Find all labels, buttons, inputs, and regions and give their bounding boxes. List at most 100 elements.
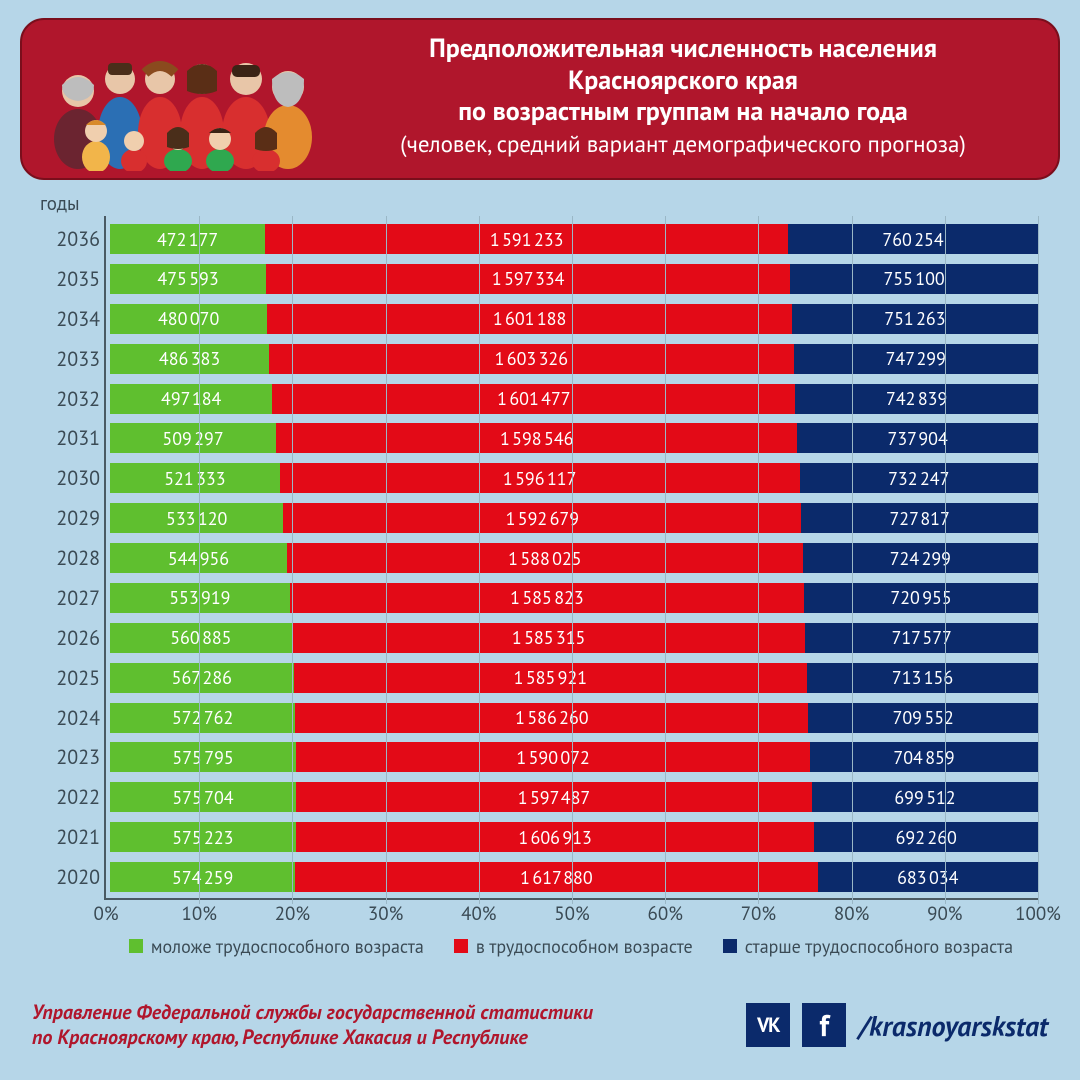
y-label: 2034	[40, 304, 100, 334]
bar-row: 2032497 1841 601 477742 839	[110, 384, 1038, 414]
y-label: 2033	[40, 344, 100, 374]
header-banner: Предположительная численность населения …	[20, 18, 1060, 180]
bar-segment-working: 1 588 025	[287, 543, 803, 573]
bar-segment-older: 742 839	[795, 384, 1038, 414]
bar-segment-younger: 553 919	[110, 583, 290, 613]
bar-row: 2033486 3831 603 326747 299	[110, 344, 1038, 374]
bar-segment-working: 1 585 921	[294, 663, 807, 693]
vk-icon-label: VK	[757, 1012, 779, 1038]
bar-segment-older: 724 299	[803, 543, 1038, 573]
bar-segment-younger: 575 795	[110, 742, 296, 772]
bar-segment-working: 1 601 188	[267, 304, 792, 334]
y-label: 2023	[40, 742, 100, 772]
bar-segment-older: 732 247	[800, 463, 1038, 493]
y-label: 2022	[40, 782, 100, 812]
footer-org-line-2: по Красноярскому краю, Республике Хакаси…	[32, 1025, 593, 1050]
y-label: 2028	[40, 543, 100, 573]
bar-row: 2029533 1201 592 679727 817	[110, 503, 1038, 533]
bar-segment-younger: 560 885	[110, 623, 292, 653]
bar-row: 2025567 2861 585 921713 156	[110, 663, 1038, 693]
y-label: 2036	[40, 224, 100, 254]
bar-segment-older: 751 263	[792, 304, 1038, 334]
bar-segment-older: 760 254	[788, 224, 1038, 254]
bar-segment-working: 1 590 072	[296, 742, 810, 772]
bar-segment-older: 704 859	[810, 742, 1038, 772]
y-label: 2026	[40, 623, 100, 653]
footer-org: Управление Федеральной службы государств…	[32, 1000, 593, 1050]
bar-segment-older: 709 552	[808, 703, 1038, 733]
y-axis-title: годы	[40, 192, 80, 216]
x-tick-label: 20%	[275, 902, 310, 926]
bar-row: 2024572 7621 586 260709 552	[110, 703, 1038, 733]
legend-swatch	[723, 939, 737, 953]
plot-region: 2036472 1771 591 233760 2542035475 5931 …	[104, 216, 1038, 900]
bar-segment-working: 1 617 880	[295, 862, 817, 892]
gridline	[1038, 216, 1039, 904]
bar-row: 2026560 8851 585 315717 577	[110, 623, 1038, 653]
vk-icon[interactable]: VK	[746, 1003, 790, 1047]
y-label: 2032	[40, 384, 100, 414]
bar-segment-younger: 567 286	[110, 663, 294, 693]
bar-segment-working: 1 585 315	[292, 623, 806, 653]
legend-label: в трудоспособном возрасте	[476, 935, 693, 958]
bar-row: 2027553 9191 585 823720 955	[110, 583, 1038, 613]
bar-row: 2028544 9561 588 025724 299	[110, 543, 1038, 573]
footer: Управление Федеральной службы государств…	[32, 990, 1048, 1060]
bar-segment-working: 1 597 334	[266, 264, 790, 294]
x-tick-label: 90%	[927, 902, 962, 926]
legend-label: старше трудоспособного возраста	[745, 935, 1013, 958]
bar-segment-older: 720 955	[804, 583, 1038, 613]
bars-container: 2036472 1771 591 233760 2542035475 5931 …	[110, 224, 1038, 892]
page-root: Предположительная численность населения …	[0, 0, 1080, 1080]
people-group-icon	[50, 21, 320, 171]
chart-area: годы 2036472 1771 591 233760 2542035475 …	[32, 194, 1048, 960]
x-tick-label: 80%	[834, 902, 869, 926]
y-label: 2025	[40, 663, 100, 693]
bar-segment-younger: 533 120	[110, 503, 283, 533]
bar-segment-younger: 574 259	[110, 862, 295, 892]
bar-segment-younger: 572 762	[110, 703, 295, 733]
y-label: 2029	[40, 503, 100, 533]
bar-segment-older: 713 156	[807, 663, 1038, 693]
bar-segment-working: 1 592 679	[283, 503, 801, 533]
y-label: 2031	[40, 423, 100, 453]
bar-segment-working: 1 591 233	[265, 224, 788, 254]
bar-segment-younger: 544 956	[110, 543, 287, 573]
bar-segment-older: 747 299	[794, 344, 1038, 374]
bar-segment-working: 1 603 326	[269, 344, 793, 374]
x-tick-label: 50%	[554, 902, 589, 926]
legend-item-older: старше трудоспособного возраста	[723, 935, 1013, 958]
legend-item-working: в трудоспособном возрасте	[454, 935, 693, 958]
header-subtitle: (человек, средний вариант демографическо…	[336, 130, 1030, 159]
bar-row: 2035475 5931 597 334755 100	[110, 264, 1038, 294]
bar-row: 2021575 2231 606 913692 260	[110, 822, 1038, 852]
bar-row: 2022575 7041 597 487699 512	[110, 782, 1038, 812]
bar-row: 2031509 2971 598 546737 904	[110, 423, 1038, 453]
y-label: 2021	[40, 822, 100, 852]
header-text: Предположительная численность населения …	[336, 33, 1030, 159]
legend-swatch	[129, 939, 143, 953]
legend-item-younger: моложе трудоспособного возраста	[129, 935, 424, 958]
x-tick-label: 60%	[647, 902, 682, 926]
footer-social: VK f /krasnoyarskstat	[746, 1003, 1048, 1047]
bar-row: 2030521 3331 596 117732 247	[110, 463, 1038, 493]
x-tick-label: 0%	[93, 902, 118, 926]
bar-segment-younger: 475 593	[110, 264, 266, 294]
bar-segment-working: 1 601 477	[272, 384, 795, 414]
bar-segment-younger: 472 177	[110, 224, 265, 254]
facebook-icon[interactable]: f	[802, 1003, 846, 1047]
social-handle: /krasnoyarskstat	[858, 1007, 1048, 1044]
x-tick-label: 30%	[368, 902, 403, 926]
y-label: 2027	[40, 583, 100, 613]
header-title-line-3: по возрастным группам на начало года	[336, 96, 1030, 128]
bar-segment-older: 755 100	[790, 264, 1038, 294]
y-label: 2035	[40, 264, 100, 294]
bar-segment-working: 1 596 117	[280, 463, 800, 493]
bar-segment-younger: 480 070	[110, 304, 267, 334]
header-title-line-1: Предположительная численность населения	[336, 33, 1030, 65]
bar-segment-older: 692 260	[814, 822, 1037, 852]
legend: моложе трудоспособного возраста в трудосп…	[104, 932, 1038, 960]
bar-segment-older: 683 034	[818, 862, 1038, 892]
bar-row: 2023575 7951 590 072704 859	[110, 742, 1038, 772]
bar-segment-working: 1 586 260	[295, 703, 808, 733]
